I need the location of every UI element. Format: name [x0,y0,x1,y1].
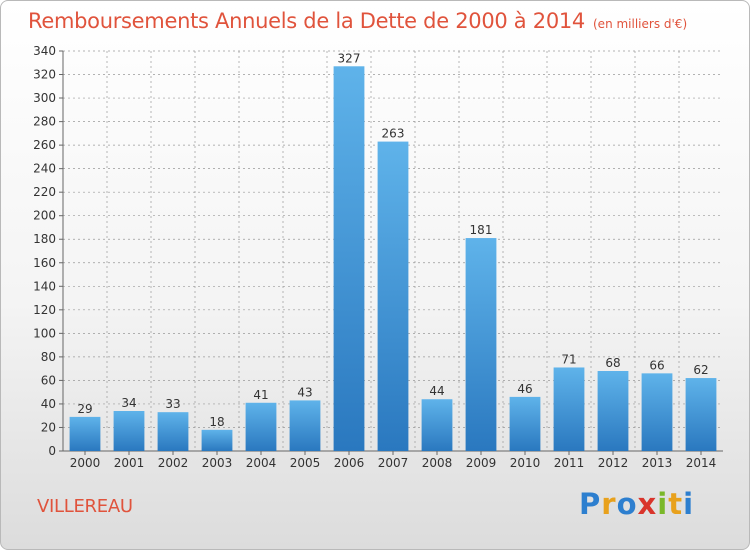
bar-2012 [597,371,629,451]
bars [69,66,717,451]
chart-title: Remboursements Annuels de la Dette de 20… [28,9,687,33]
y-tick-label: 220 [33,185,56,199]
bar-2007 [377,141,409,451]
chart-title-text: Remboursements Annuels de la Dette de 20… [28,9,585,33]
x-tick-label: 2009 [466,456,497,470]
x-tick-label: 2007 [378,456,409,470]
logo-letter: r [601,487,617,521]
data-label-2005: 43 [297,385,312,399]
x-tick-label: 2012 [598,456,629,470]
proxiti-logo: Proxiti [579,487,694,521]
y-tick-label: 280 [33,115,56,129]
logo-letter: t [668,487,684,521]
y-tick-label: 180 [33,232,56,246]
logo-letter: x [637,487,658,521]
x-tick-label: 2013 [642,456,673,470]
bar-2000 [69,416,101,451]
x-tick-label: 2010 [510,456,541,470]
y-tick-label: 80 [41,350,56,364]
logo-letter: i [657,487,669,521]
y-tick-label: 240 [33,162,56,176]
x-tick-label: 2000 [70,456,101,470]
data-label-2013: 66 [649,358,664,372]
data-label-2010: 46 [517,382,532,396]
y-tick-label: 100 [33,326,56,340]
y-tick-label: 160 [33,256,56,270]
bar-2004 [245,402,277,451]
data-label-2011: 71 [561,352,576,366]
data-label-2009: 181 [470,223,493,237]
x-tick-label: 2004 [246,456,277,470]
data-label-2012: 68 [605,356,620,370]
bar-2010 [509,396,541,451]
data-label-2003: 18 [209,415,224,429]
x-tick-label: 2008 [422,456,453,470]
y-tick-label: 0 [48,444,56,458]
data-label-2004: 41 [253,388,268,402]
y-tick-label: 20 [41,420,56,434]
data-label-2014: 62 [693,363,708,377]
x-tick-label: 2006 [334,456,365,470]
x-tick-label: 2014 [686,456,717,470]
logo-letter: P [579,487,602,521]
data-label-2008: 44 [429,384,444,398]
y-tick-label: 300 [33,91,56,105]
y-tick-label: 320 [33,68,56,82]
bar-2006 [333,66,365,451]
data-label-2000: 29 [77,402,92,416]
bar-2014 [685,378,717,451]
chart-unit: (en milliers d'€) [593,17,688,31]
bar-2013 [641,373,673,451]
y-tick-label: 340 [33,44,56,58]
commune-name: VILLEREAU [37,496,133,517]
data-label-2002: 33 [165,397,180,411]
axes: 0 20 40 60 80 100 120 140 160 180 200 220 240 260 280 3… [33,44,723,470]
labels: 29 34 33 18 41 43 327 263 44 181 46 71 68 66 62 [77,51,708,429]
bar-2002 [157,412,189,451]
y-tick-label: 60 [41,373,56,387]
logo-letter: i [683,487,695,521]
bar-2011 [553,367,585,451]
x-tick-label: 2011 [554,456,585,470]
y-tick-label: 200 [33,209,56,223]
bar-2009 [465,238,497,451]
data-label-2001: 34 [121,396,136,410]
x-tick-label: 2002 [158,456,189,470]
bar-2003 [201,429,233,451]
data-label-2007: 263 [382,127,405,141]
y-tick-label: 140 [33,279,56,293]
bar-2008 [421,399,453,451]
bar-2005 [289,400,321,451]
logo-letter: o [616,487,638,521]
bar-2001 [113,411,145,451]
x-tick-label: 2003 [202,456,233,470]
y-tick-label: 260 [33,138,56,152]
y-tick-label: 40 [41,397,56,411]
y-tick-label: 120 [33,303,56,317]
x-tick-label: 2001 [114,456,145,470]
data-label-2006: 327 [338,51,361,65]
x-tick-label: 2005 [290,456,321,470]
